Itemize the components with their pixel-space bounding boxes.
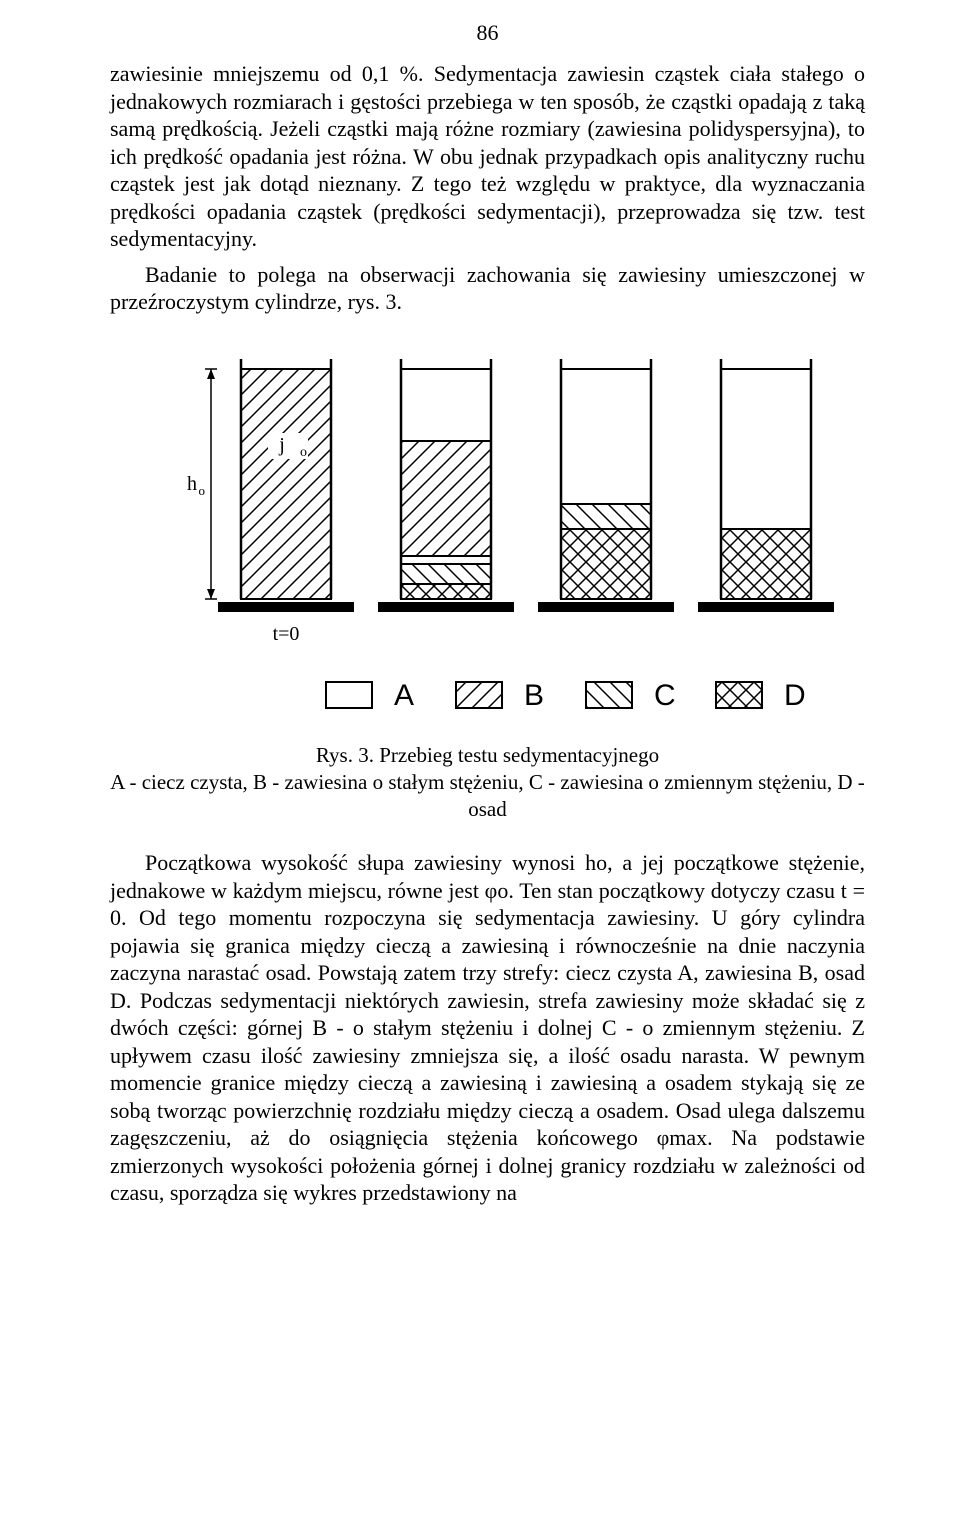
caption-line-2: A - ciecz czysta, B - zawiesina o stałym… bbox=[110, 770, 865, 821]
paragraph-3: Początkowa wysokość słupa zawiesiny wyno… bbox=[110, 849, 865, 1207]
svg-text:B: B bbox=[524, 679, 544, 712]
svg-text:C: C bbox=[654, 679, 676, 712]
caption-line-1: Rys. 3. Przebieg testu sedymentacyjnego bbox=[316, 743, 659, 767]
paragraph-1: zawiesinie mniejszemu od 0,1 %. Sedyment… bbox=[110, 60, 865, 253]
svg-text:t=0: t=0 bbox=[272, 623, 299, 645]
paragraph-2: Badanie to polega na obserwacji zachowan… bbox=[110, 261, 865, 316]
svg-text:h: h bbox=[187, 473, 197, 495]
svg-text:o: o bbox=[300, 445, 307, 460]
page: 86 zawiesinie mniejszemu od 0,1 %. Sedym… bbox=[0, 0, 960, 1240]
sedimentation-diagram: hojot=0ABCD bbox=[138, 354, 838, 724]
svg-text:A: A bbox=[394, 679, 414, 712]
svg-text:o: o bbox=[198, 483, 205, 498]
figure-caption: Rys. 3. Przebieg testu sedymentacyjnego … bbox=[110, 742, 865, 824]
figure-3: hojot=0ABCD bbox=[110, 354, 865, 724]
page-number: 86 bbox=[110, 20, 865, 46]
svg-text:j: j bbox=[278, 434, 285, 456]
svg-text:D: D bbox=[784, 679, 806, 712]
